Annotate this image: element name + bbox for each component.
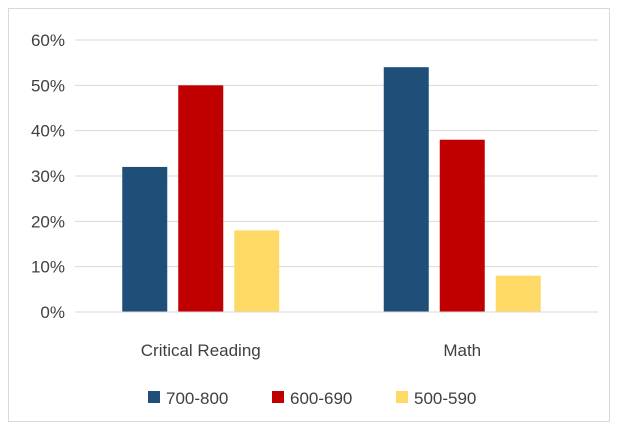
- y-tick-label: 50%: [31, 76, 65, 95]
- legend-swatch: [148, 391, 160, 403]
- y-tick-label: 60%: [31, 31, 65, 50]
- legend: 700-800 600-690 500-590: [148, 389, 476, 408]
- bar-500-590-critical-reading: [234, 230, 280, 312]
- legend-item: 700-800: [148, 389, 228, 408]
- legend-swatch: [396, 391, 408, 403]
- bar-500-590-math: [495, 275, 541, 312]
- chart-frame: [8, 8, 610, 422]
- bar-600-690-math: [439, 139, 485, 312]
- x-category-label: Math: [443, 341, 481, 360]
- y-tick-label: 30%: [31, 167, 65, 186]
- y-axis-ticks: 0% 10% 20% 30% 40% 50% 60%: [31, 31, 65, 322]
- y-tick-label: 10%: [31, 258, 65, 277]
- legend-label: 600-690: [290, 389, 352, 408]
- legend-item: 500-590: [396, 389, 476, 408]
- bars: [122, 67, 541, 312]
- legend-label: 700-800: [166, 389, 228, 408]
- legend-item: 600-690: [272, 389, 352, 408]
- legend-swatch: [272, 391, 284, 403]
- x-category-label: Critical Reading: [141, 341, 261, 360]
- y-tick-label: 0%: [40, 303, 65, 322]
- bar-700-800-math: [383, 67, 429, 312]
- x-axis-categories: Critical Reading Math: [141, 341, 481, 360]
- bar-700-800-critical-reading: [122, 166, 168, 312]
- legend-label: 500-590: [414, 389, 476, 408]
- y-tick-label: 40%: [31, 122, 65, 141]
- y-tick-label: 20%: [31, 212, 65, 231]
- bar-600-690-critical-reading: [178, 85, 224, 312]
